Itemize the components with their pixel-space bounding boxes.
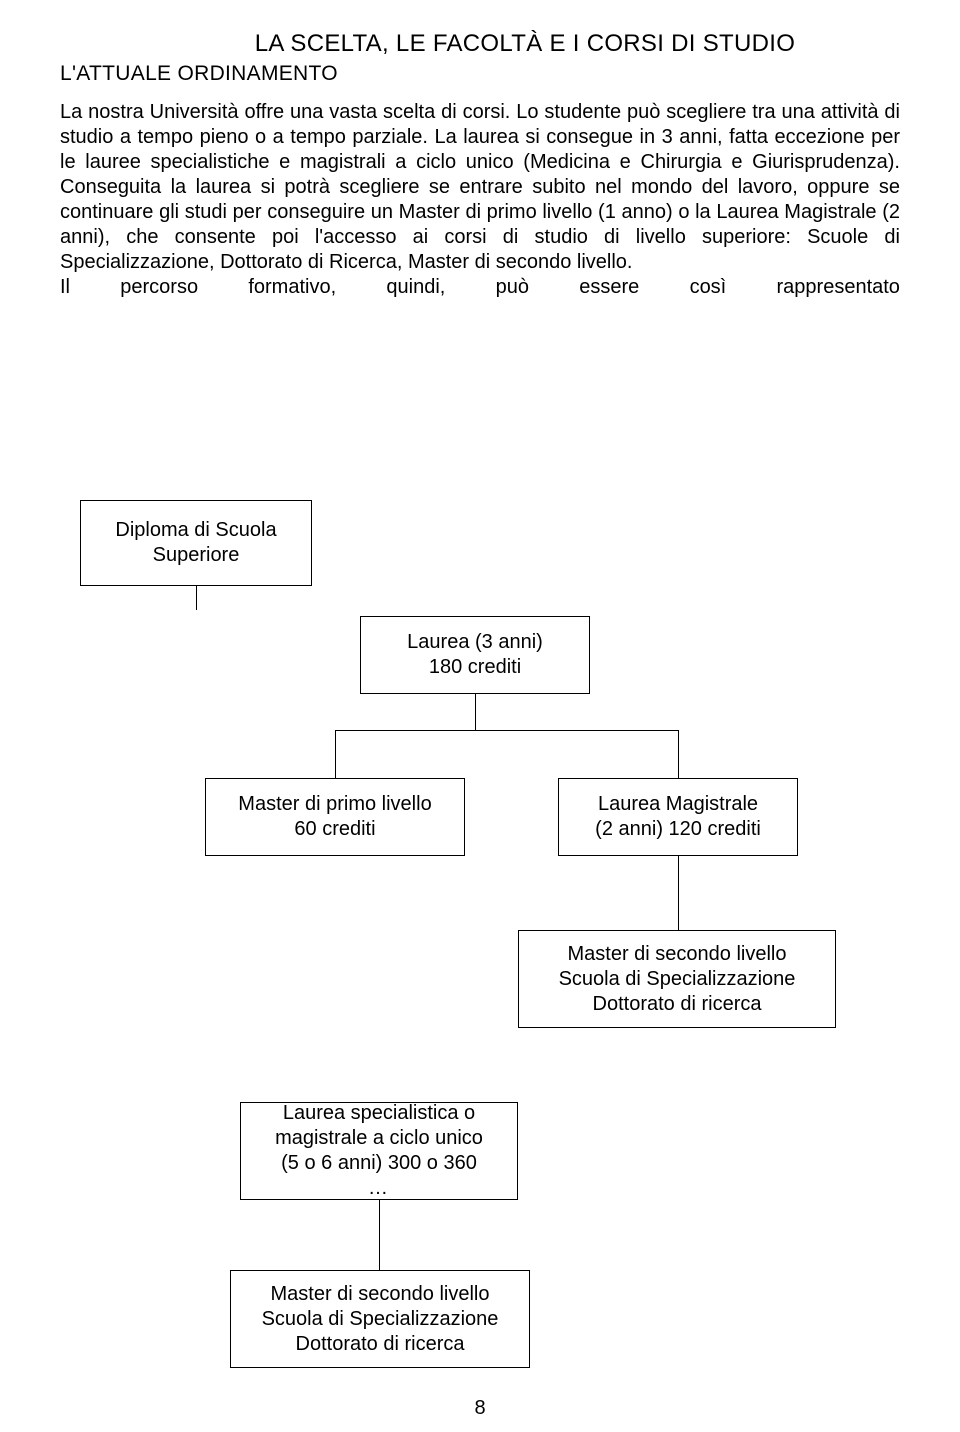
w3: formativo, [248,275,336,300]
node-magistrale: Laurea Magistrale(2 anni) 120 crediti [558,778,798,856]
node-master1: Master di primo livello60 crediti [205,778,465,856]
edge-to-master1 [335,730,336,778]
node-laurea: Laurea (3 anni)180 crediti [360,616,590,694]
edge-specialistica-down [379,1200,380,1270]
node-specialistica-label: Laurea specialistica omagistrale a ciclo… [275,1102,483,1174]
edge-to-magistrale [678,730,679,778]
w7: così [690,275,727,300]
edge-laurea-down [475,694,476,730]
w6: essere [579,275,639,300]
edge-split-h [335,730,678,731]
flowchart: Diploma di ScuolaSuperiore Laurea (3 ann… [0,500,960,1400]
node-specialistica: Laurea specialistica omagistrale a ciclo… [240,1102,518,1200]
w2: percorso [120,275,198,300]
body-last-line: Il percorso formativo, quindi, può esser… [60,275,900,300]
edge-magistrale-down [678,856,679,930]
node-specialistica-dots: … [368,1177,390,1199]
node-master2a: Master di secondo livelloScuola di Speci… [518,930,836,1028]
page-title: LA SCELTA, LE FACOLTÀ E I CORSI DI STUDI… [60,30,900,58]
w5: può [496,275,529,300]
page-number: 8 [0,1397,960,1420]
w1: Il [60,275,70,300]
node-diploma: Diploma di ScuolaSuperiore [80,500,312,586]
page-subtitle: L'ATTUALE ORDINAMENTO [60,62,900,86]
body-paragraph: La nostra Università offre una vasta sce… [60,100,900,275]
edge-diploma-down [196,586,197,610]
w8: rappresentato [777,275,900,300]
node-master2b: Master di secondo livelloScuola di Speci… [230,1270,530,1368]
w4: quindi, [386,275,445,300]
